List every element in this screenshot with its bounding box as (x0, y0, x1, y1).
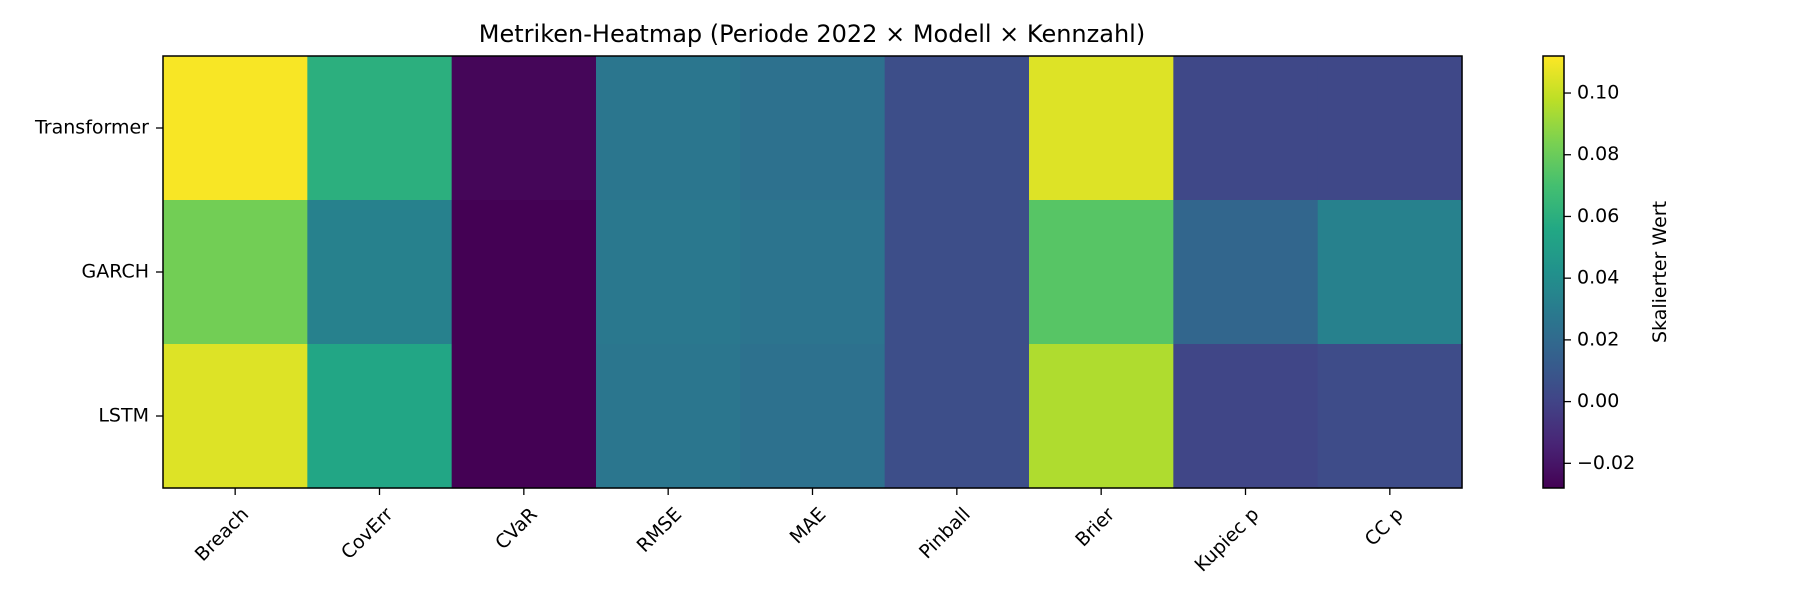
x-tick-label: MAE (786, 503, 831, 548)
x-tick-label: Pinball (915, 503, 975, 563)
heatmap-cell (163, 344, 308, 489)
heatmap-cell (596, 200, 741, 345)
heatmap-cell (307, 344, 453, 489)
heatmap-cell (307, 56, 453, 201)
x-tick-label: RMSE (633, 503, 687, 557)
heatmap-cell (163, 56, 308, 201)
heatmap-cell (1173, 56, 1319, 201)
x-tick-label: CC p (1361, 503, 1408, 550)
colorbar: −0.02 0.00 0.02 0.04 0.06 0.08 0.10 Skalierter… (1542, 55, 1671, 489)
heatmap-cell (884, 56, 1030, 201)
heatmap-cell (1029, 344, 1174, 489)
heatmap-cell (1317, 56, 1463, 201)
colorbar-tick-label: 0.08 (1577, 143, 1619, 165)
heatmap-cell (596, 344, 741, 489)
y-tick-label: Transformer (34, 117, 149, 139)
heatmap-cell (1317, 344, 1463, 489)
colorbar-ticks: −0.02 0.00 0.02 0.04 0.06 0.08 0.10 (1564, 82, 1635, 474)
colorbar-tick-label: 0.10 (1577, 82, 1619, 104)
y-tick-label: GARCH (81, 261, 149, 283)
x-tick-label: CVaR (491, 503, 542, 554)
heatmap-cell (884, 344, 1030, 489)
heatmap-cells (163, 56, 1463, 489)
heatmap-cell (740, 344, 886, 489)
heatmap-cell (1173, 200, 1319, 345)
x-tick-label: CovErr (337, 503, 398, 564)
heatmap-cell (451, 56, 597, 201)
colorbar-tick-label: −0.02 (1577, 452, 1635, 474)
heatmap-cell (1029, 200, 1174, 345)
colorbar-gradient (1542, 55, 1565, 489)
colorbar-tick-label: 0.00 (1577, 390, 1619, 412)
x-tick-label: Breach (191, 503, 253, 565)
colorbar-tick-label: 0.02 (1577, 328, 1619, 350)
x-axis: Breach CovErr CVaR RMSE MAE Pinball Brier Kupie… (191, 488, 1408, 576)
heatmap-cell (740, 200, 886, 345)
colorbar-tick-label: 0.06 (1577, 205, 1619, 227)
heatmap-cell (884, 200, 1030, 345)
heatmap-cell (1029, 56, 1174, 201)
heatmap-cell (1317, 200, 1463, 345)
x-tick-label: Kupiec p (1191, 503, 1264, 576)
y-axis: Transformer GARCH LSTM (34, 117, 163, 427)
heatmap-cell (307, 200, 453, 345)
heatmap-cell (1173, 344, 1319, 489)
heatmap-cell (451, 200, 597, 345)
colorbar-label: Skalierter Wert (1649, 201, 1671, 343)
x-tick-label: Brier (1071, 503, 1119, 551)
heatmap-cell (740, 56, 886, 201)
heatmap-cell (451, 344, 597, 489)
colorbar-tick-label: 0.04 (1577, 267, 1619, 289)
y-tick-label: LSTM (98, 405, 149, 427)
heatmap-cell (163, 200, 308, 345)
chart-title: Metriken-Heatmap (Periode 2022 × Modell … (479, 20, 1145, 48)
heatmap-cell (596, 56, 741, 201)
